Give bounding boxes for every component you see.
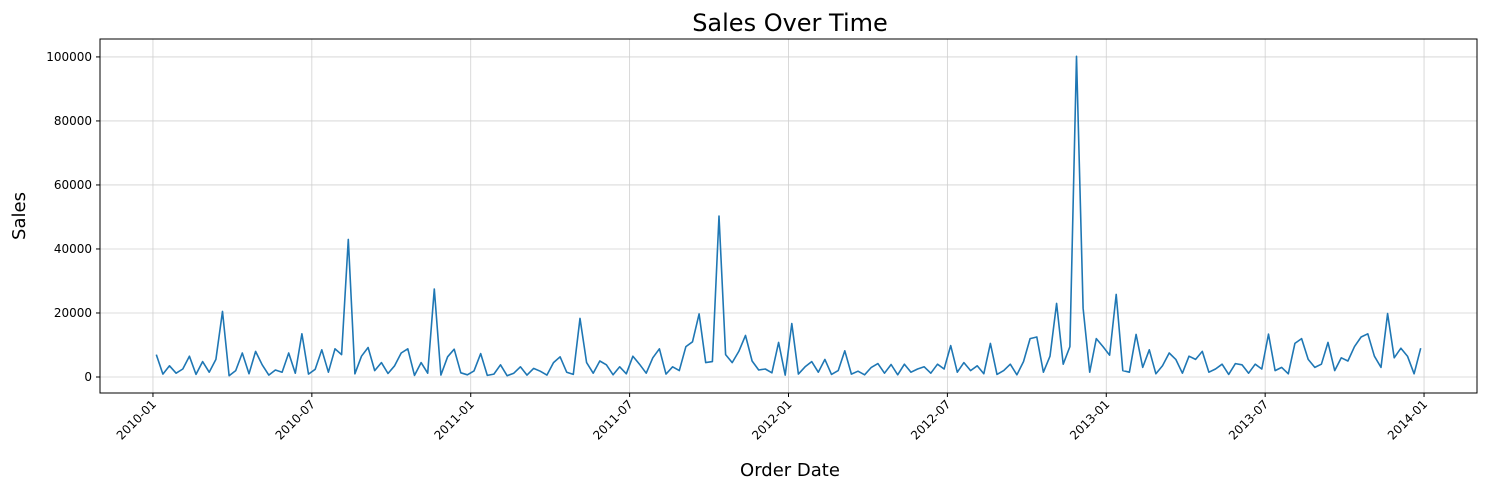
x-tick-label: 2014-01 (1385, 397, 1430, 442)
x-tick-label: 2012-07 (908, 397, 953, 442)
x-tick-label: 2012-01 (749, 397, 794, 442)
x-tick-label: 2011-01 (431, 397, 476, 442)
x-tick-label: 2013-01 (1067, 397, 1112, 442)
y-tick-label: 100000 (46, 50, 92, 64)
y-tick-label: 60000 (54, 178, 92, 192)
x-tick-label: 2010-07 (273, 397, 318, 442)
y-tick-label: 80000 (54, 114, 92, 128)
y-axis-label: Sales (9, 192, 30, 240)
x-tick-label: 2010-01 (114, 397, 159, 442)
grid (100, 39, 1477, 393)
x-axis-label: Order Date (740, 460, 840, 481)
x-tick-label: 2013-07 (1226, 397, 1271, 442)
plot (155, 55, 1422, 377)
y-tick-label: 20000 (54, 306, 92, 320)
chart-title: Sales Over Time (692, 9, 888, 37)
ticks: 0 20000 40000 60000 80000 100000 2010-01 2010-0… (46, 50, 1430, 443)
x-tick-label: 2011-07 (590, 397, 635, 442)
y-tick-label: 0 (84, 370, 92, 384)
y-tick-label: 40000 (54, 242, 92, 256)
sales-line (155, 55, 1422, 377)
